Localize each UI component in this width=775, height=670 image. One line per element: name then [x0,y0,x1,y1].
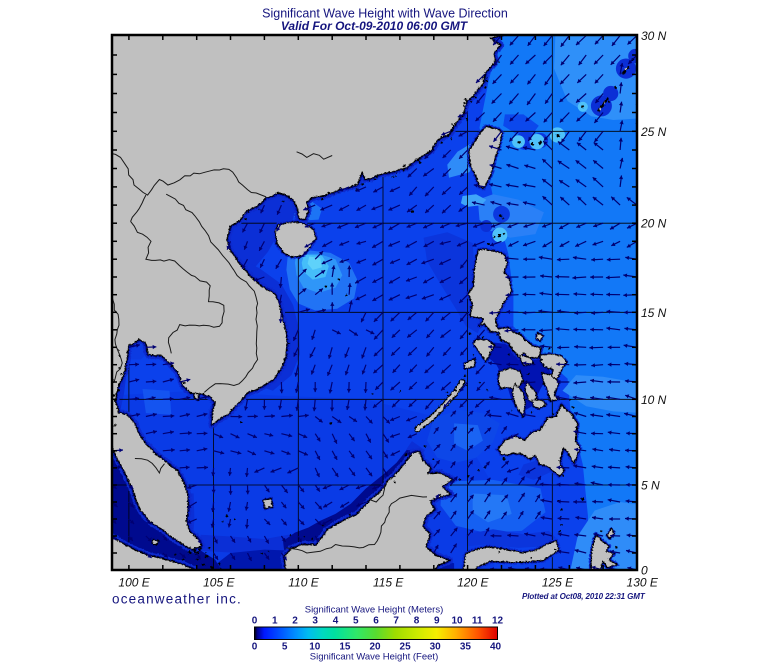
svg-text:2: 2 [292,616,298,627]
svg-text:10: 10 [309,642,321,653]
svg-text:25 N: 25 N [640,125,667,139]
svg-text:105 E: 105 E [203,576,235,590]
svg-text:6: 6 [373,616,379,627]
svg-text:3: 3 [312,616,318,627]
svg-text:0: 0 [252,616,258,627]
svg-text:10: 10 [451,616,463,627]
svg-text:Valid For Oct-09-2010 06:00 GM: Valid For Oct-09-2010 06:00 GMT [281,19,469,33]
svg-text:20 N: 20 N [640,217,667,231]
svg-text:1: 1 [272,616,278,627]
svg-text:100 E: 100 E [118,576,150,590]
svg-text:10 N: 10 N [641,393,667,407]
svg-text:0: 0 [252,642,258,653]
svg-text:30 N: 30 N [641,29,667,43]
svg-text:Significant Wave Height (Feet): Significant Wave Height (Feet) [310,652,438,663]
svg-text:12: 12 [492,616,504,627]
svg-text:5: 5 [353,616,359,627]
svg-text:110 E: 110 E [288,576,319,590]
svg-text:35: 35 [460,642,472,653]
svg-text:15 N: 15 N [641,306,667,320]
svg-text:7: 7 [393,616,399,627]
svg-text:0: 0 [641,564,648,578]
svg-text:125 E: 125 E [542,576,574,590]
svg-text:Plotted at Oct08, 2010 22:31 G: Plotted at Oct08, 2010 22:31 GMT [522,592,646,601]
svg-text:130 E: 130 E [627,576,659,590]
svg-text:40: 40 [490,642,502,653]
svg-text:115 E: 115 E [373,576,404,590]
svg-text:9: 9 [434,616,440,627]
svg-text:25: 25 [400,642,412,653]
svg-text:11: 11 [472,616,483,627]
svg-text:oceanweather inc.: oceanweather inc. [112,592,242,607]
svg-text:30: 30 [430,642,442,653]
svg-text:120 E: 120 E [457,576,489,590]
svg-text:15: 15 [339,642,351,653]
svg-text:4: 4 [333,616,339,627]
svg-text:Significant Wave Height (Meter: Significant Wave Height (Meters) [305,605,444,616]
svg-text:20: 20 [369,642,381,653]
svg-text:5: 5 [282,642,288,653]
svg-text:Significant Wave Height with W: Significant Wave Height with Wave Direct… [262,7,508,21]
svg-text:8: 8 [414,616,420,627]
svg-text:5 N: 5 N [641,479,660,493]
